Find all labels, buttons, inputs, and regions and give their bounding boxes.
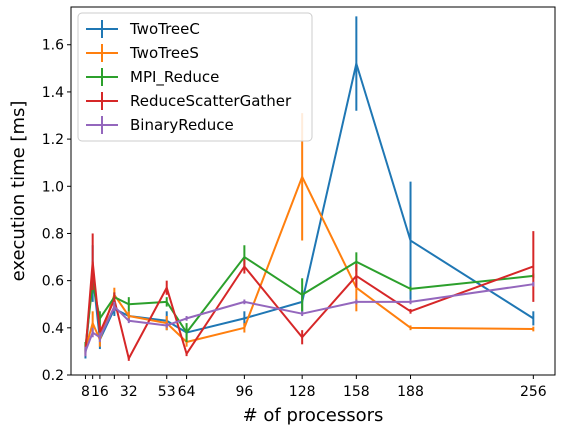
legend-item: TwoTreeS	[86, 44, 199, 62]
legend-label: TwoTreeC	[129, 20, 200, 38]
ticks-layer: 0.2 0.4 0.6 0.8 1.0 1.2 1.4 1.6 8 16 32 53 64 96 128 15…	[42, 38, 547, 400]
series-MPI_Reduce	[84, 245, 535, 352]
x-tick-label: 158	[343, 384, 370, 400]
x-tick-label: 64	[178, 384, 196, 400]
series-line	[84, 260, 534, 360]
legend-item: BinaryReduce	[86, 116, 234, 134]
x-tick-label: 16	[91, 384, 109, 400]
legend-item: ReduceScatterGather	[86, 92, 292, 110]
x-tick-label: 32	[120, 384, 138, 400]
y-tick-label: 0.2	[42, 368, 64, 384]
legend-label: BinaryReduce	[130, 116, 234, 134]
y-tick-label: 1.0	[42, 179, 64, 195]
y-axis-label: execution time [ms]	[8, 101, 29, 282]
y-tick-label: 1.4	[42, 85, 64, 101]
legend-label: MPI_Reduce	[130, 68, 219, 87]
y-tick-label: 0.4	[42, 321, 64, 337]
y-tick-label: 0.6	[42, 274, 64, 290]
y-tick-label: 1.2	[42, 132, 64, 148]
series-ReduceScatterGather	[84, 231, 535, 361]
series-TwoTreeS	[84, 113, 535, 354]
legend-item: TwoTreeC	[86, 20, 200, 38]
legend-item: MPI_Reduce	[86, 68, 219, 87]
series-BinaryReduce	[84, 281, 535, 357]
x-tick-label: 53	[158, 384, 176, 400]
x-tick-label: 96	[235, 384, 253, 400]
y-tick-label: 1.6	[42, 38, 64, 54]
x-axis-label: # of processors	[243, 405, 384, 426]
legend-label: ReduceScatterGather	[130, 92, 292, 110]
x-tick-label: 8	[81, 384, 90, 400]
x-tick-label: 188	[397, 384, 424, 400]
legend: TwoTreeC TwoTreeS MPI_Reduce ReduceScatterG…	[77, 12, 313, 142]
y-tick-label: 0.8	[42, 226, 64, 242]
x-tick-label: 256	[520, 384, 547, 400]
plot-frame	[70, 6, 556, 376]
x-tick-label: 128	[289, 384, 316, 400]
series-line	[84, 283, 534, 352]
legend-label: TwoTreeS	[129, 44, 199, 62]
legend-box	[77, 12, 313, 142]
